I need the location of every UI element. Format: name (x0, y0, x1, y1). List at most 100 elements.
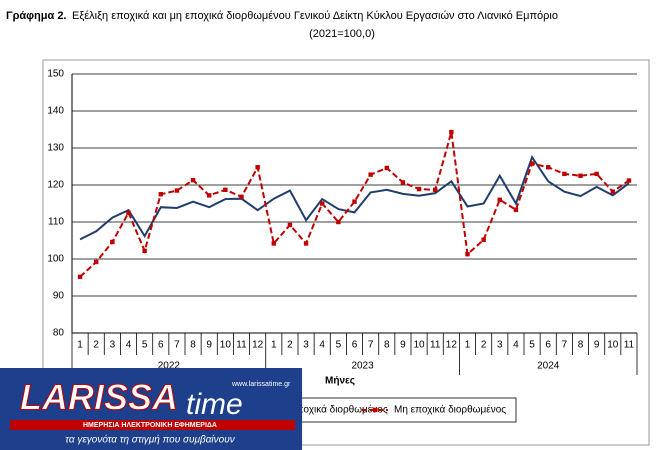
marker (303, 241, 309, 246)
x-tick-label: 1 (465, 340, 471, 351)
marker (94, 259, 99, 265)
x-tick-label: 4 (513, 340, 519, 351)
x-tick-label: 4 (126, 340, 132, 351)
marker (529, 161, 535, 166)
marker (546, 165, 551, 170)
x-tick-label: 10 (220, 340, 232, 351)
marker (513, 207, 519, 212)
logo-strap-bg (10, 420, 295, 430)
logo-name: LARISSA (20, 377, 178, 418)
y-tick-label: 110 (48, 217, 64, 228)
x-tick-label: 7 (174, 340, 180, 351)
logo: LARISSA time www.larissatime.gr ΗΜΕΡΗΣΙΑ… (0, 368, 302, 450)
legend-label: Μη εποχικά διορθωμένος (394, 404, 506, 416)
x-tick-label: 2 (287, 340, 293, 351)
marker (497, 197, 502, 202)
marker (287, 222, 293, 228)
y-tick-label: 80 (53, 328, 65, 339)
x-tick-label: 9 (594, 340, 600, 351)
group-label: 2023 (351, 361, 374, 372)
marker (255, 165, 260, 170)
x-tick-label: 3 (110, 340, 116, 351)
x-tick-label: 1 (271, 340, 277, 351)
logo-strap: ΗΜΕΡΗΣΙΑ ΗΛΕΚΤΡΟΝΙΚΗ ΕΦΗΜΕΡΙΔΑ (83, 422, 217, 429)
x-tick-label: 5 (142, 340, 148, 351)
chart-subtitle: (2021=100,0) (309, 28, 375, 40)
x-tick-label: 11 (624, 340, 635, 351)
marker (110, 239, 115, 245)
marker (594, 171, 599, 177)
y-tick-label: 100 (47, 254, 64, 265)
y-tick-label: 90 (53, 291, 65, 302)
x-tick-label: 12 (446, 340, 458, 351)
x-tick-label: 10 (607, 340, 619, 351)
x-tick-label: 9 (400, 340, 406, 351)
marker (481, 237, 486, 242)
x-axis-label: Μήνες (325, 376, 355, 387)
y-tick-label: 140 (47, 106, 64, 117)
logo-bg (0, 368, 302, 450)
x-tick-label: 4 (319, 340, 325, 351)
x-tick-label: 11 (430, 340, 441, 351)
marker (626, 178, 632, 183)
x-tick-label: 11 (236, 340, 247, 351)
x-tick-label: 5 (336, 340, 342, 351)
marker (207, 193, 212, 198)
marker (320, 201, 325, 206)
legend-label: Εποχικά διορθωμένος (290, 404, 388, 416)
x-tick-label: 2 (93, 340, 99, 351)
marker (239, 194, 244, 200)
logo-url: www.larissatime.gr (231, 381, 291, 388)
legend-marker (373, 407, 378, 413)
x-tick-label: 3 (303, 340, 309, 351)
logo-tagline: τα γεγονότα τη στιγμή που συμβαίνουν (65, 434, 234, 446)
marker (449, 129, 454, 135)
marker (190, 177, 196, 183)
x-tick-label: 1 (77, 340, 83, 351)
chart-frame (42, 59, 650, 446)
x-tick-label: 10 (414, 340, 426, 351)
x-tick-label: 12 (252, 340, 264, 351)
x-tick-label: 5 (529, 340, 535, 351)
marker (223, 187, 228, 193)
x-tick-label: 2 (481, 340, 487, 351)
series-line (79, 131, 630, 278)
logo-name: time (186, 388, 243, 421)
marker (174, 188, 180, 193)
group-label: 2022 (158, 361, 181, 372)
x-tick-label: 3 (497, 340, 503, 351)
marker (562, 171, 567, 177)
marker (610, 189, 615, 194)
chart-title: Εξέλιξη εποχικά και μη εποχικά διορθωμέν… (72, 10, 558, 22)
x-tick-label: 7 (368, 340, 374, 351)
y-tick-label: 130 (47, 143, 64, 154)
x-tick-label: 7 (562, 340, 568, 351)
marker (158, 192, 163, 197)
x-tick-label: 8 (384, 340, 390, 351)
marker (368, 172, 373, 177)
marker (384, 165, 389, 171)
x-tick-label: 8 (578, 340, 584, 351)
marker (142, 248, 147, 254)
marker (433, 187, 438, 193)
marker (77, 274, 83, 279)
x-tick-label: 8 (190, 340, 196, 351)
x-tick-label: 9 (206, 340, 212, 351)
x-tick-label: 6 (158, 340, 164, 351)
marker (336, 219, 341, 225)
x-tick-label: 6 (352, 340, 358, 351)
marker (465, 251, 470, 257)
marker (416, 186, 422, 192)
y-tick-label: 120 (47, 180, 64, 191)
marker (271, 241, 276, 246)
marker (352, 199, 357, 204)
group-label: 2024 (537, 361, 560, 372)
y-tick-label: 150 (47, 69, 64, 80)
chart-title-label: Γράφημα 2. (6, 10, 67, 22)
marker (126, 210, 131, 215)
x-tick-label: 6 (545, 340, 551, 351)
marker (400, 180, 406, 185)
marker (578, 173, 583, 178)
series-line (79, 155, 630, 241)
